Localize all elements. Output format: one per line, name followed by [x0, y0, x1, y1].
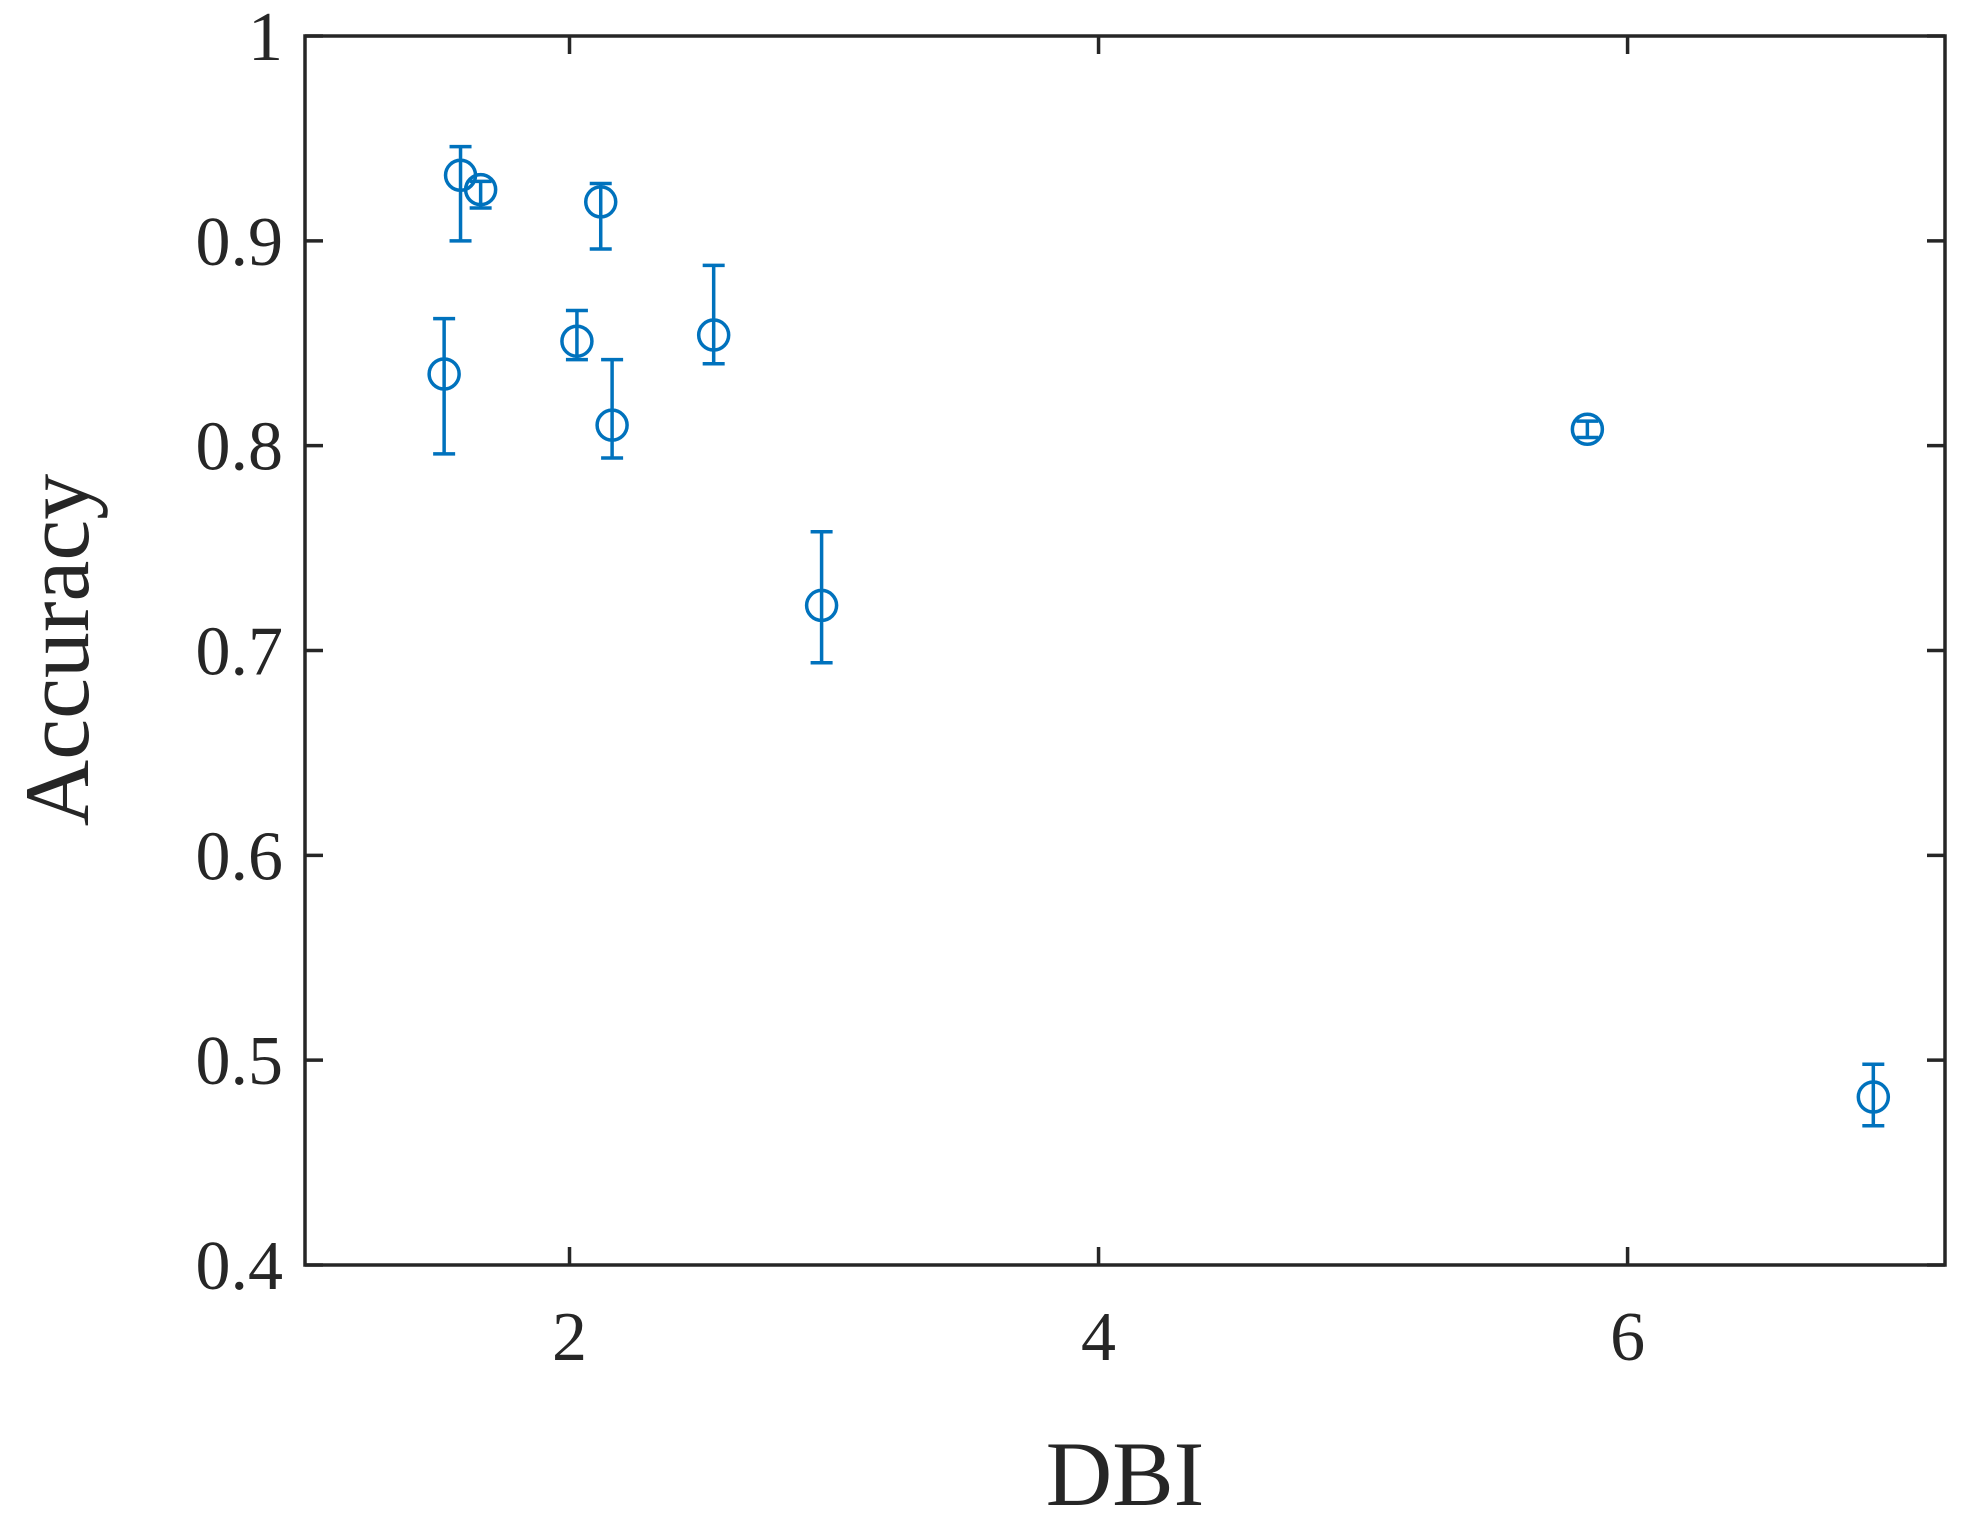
y-tick-label: 0.8 — [196, 409, 284, 486]
y-tick-label: 0.9 — [196, 204, 284, 281]
point — [696, 318, 731, 352]
point — [463, 172, 498, 207]
y-tick-label: 0.7 — [196, 614, 284, 691]
plot-frame — [303, 34, 1947, 1267]
x-tick-label: 2 — [552, 1299, 587, 1376]
point — [804, 588, 839, 623]
y-tick-label: 0.5 — [196, 1023, 284, 1100]
point — [1570, 412, 1605, 447]
x-tick-label: 4 — [1081, 1299, 1116, 1376]
y-axis-label: Accuracy — [6, 474, 108, 826]
point — [560, 324, 594, 358]
point — [595, 408, 629, 442]
y-tick-label: 1 — [248, 0, 283, 76]
point — [427, 357, 461, 391]
point — [583, 185, 618, 219]
y-tick-label: 0.6 — [196, 818, 284, 895]
x-axis-label: DBI — [1046, 1423, 1204, 1522]
y-tick-label: 0.4 — [196, 1228, 284, 1305]
x-tick-label: 6 — [1610, 1299, 1645, 1376]
point — [1856, 1080, 1891, 1114]
